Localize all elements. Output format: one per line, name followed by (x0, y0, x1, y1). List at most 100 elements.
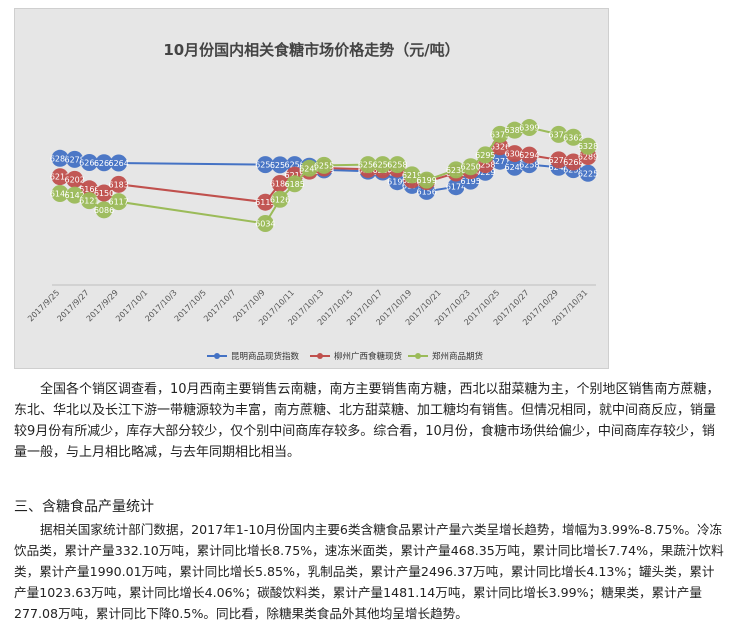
data-point (447, 178, 465, 196)
line-chart: 2017/9/252017/9/272017/9/292017/10/12017… (26, 119, 598, 362)
data-point (286, 175, 304, 193)
data-point (506, 121, 524, 139)
data-label: 6250 (460, 163, 480, 172)
data-point (374, 156, 392, 174)
sugar-food-output-paragraph: 据相关国家统计部门数据，2017年1-10月份国内主要6类含糖食品累计产量六类呈… (14, 522, 724, 621)
data-label: 6117 (108, 198, 128, 207)
data-point (579, 164, 597, 182)
data-point (506, 158, 524, 176)
data-point (520, 119, 538, 137)
legend-marker (214, 353, 220, 359)
data-point (491, 125, 509, 143)
data-point (403, 166, 421, 184)
data-label: 6156 (416, 187, 436, 196)
data-label: 6115 (255, 198, 275, 207)
data-point (256, 156, 274, 174)
legend-marker (317, 353, 323, 359)
data-label: 6258 (284, 161, 304, 170)
data-point (315, 156, 333, 174)
data-label: 6086 (94, 206, 114, 215)
data-label: 6265 (94, 159, 114, 168)
data-point (564, 153, 582, 171)
data-label: 6328 (578, 142, 598, 151)
data-label: 6399 (519, 124, 539, 133)
data-point (550, 125, 568, 143)
data-label: 6258 (372, 161, 392, 170)
data-point (506, 145, 524, 163)
chart-title: 10月份国内相关食糖市场价格走势（元/吨） (163, 41, 460, 59)
data-label: 6258 (475, 161, 495, 170)
data-label: 6258 (358, 161, 378, 170)
data-point (579, 137, 597, 155)
data-point (256, 214, 274, 232)
data-label: 6294 (519, 151, 539, 160)
data-label: 6255 (314, 161, 334, 170)
data-point (95, 184, 113, 202)
data-label: 6300 (504, 150, 524, 159)
data-point (462, 158, 480, 176)
data-point (66, 150, 84, 168)
data-label: 6264 (108, 159, 128, 168)
data-point (110, 154, 128, 172)
data-point (256, 193, 274, 211)
data-label: 6148 (50, 190, 70, 199)
data-point (271, 175, 289, 193)
data-label: 6199 (416, 176, 436, 185)
data-point (564, 128, 582, 146)
chart-card: 10月份国内相关食糖市场价格走势（元/吨） 2017/9/25 2017/9/27… (14, 8, 609, 369)
data-label: 6195 (460, 177, 480, 186)
data-point (51, 185, 69, 203)
data-label: 6174 (446, 183, 466, 192)
data-label: 6193 (387, 178, 407, 187)
data-label: 6212 (50, 173, 70, 182)
legend-label: 柳州广西食糖现货 (334, 351, 403, 362)
legend-label: 昆明商品现货指数 (231, 351, 300, 362)
data-label: 6257 (270, 161, 290, 170)
data-label: 6271 (490, 157, 510, 166)
data-point (491, 138, 509, 156)
data-point (110, 175, 128, 193)
data-point (388, 156, 406, 174)
data-label: 6373 (548, 130, 568, 139)
data-label: 6278 (64, 155, 84, 164)
data-point (300, 159, 318, 177)
data-label: 6248 (504, 163, 524, 172)
data-label: 6326 (490, 143, 510, 152)
data-label: 6258 (255, 161, 275, 170)
data-label: 6225 (578, 169, 598, 178)
data-label: 6126 (270, 195, 290, 204)
data-label: 6362 (563, 133, 583, 142)
data-point (447, 161, 465, 179)
data-point (110, 193, 128, 211)
data-label: 6268 (563, 158, 583, 167)
data-label: 6142 (64, 191, 84, 200)
data-point (80, 154, 98, 172)
data-label: 6289 (578, 152, 598, 161)
data-point (51, 168, 69, 186)
data-label: 6282 (50, 154, 70, 163)
data-point (476, 146, 494, 164)
data-label: 6295 (475, 151, 495, 160)
data-label: 6121 (79, 197, 99, 206)
data-label: 6276 (548, 156, 568, 165)
data-point (520, 146, 538, 164)
data-point (66, 186, 84, 204)
data-label: 6166 (79, 185, 99, 194)
data-point (271, 190, 289, 208)
data-point (359, 156, 377, 174)
data-point (95, 201, 113, 219)
data-point (51, 149, 69, 167)
data-label: 6266 (79, 159, 99, 168)
data-label: 6389 (504, 126, 524, 135)
data-point (80, 192, 98, 210)
data-label: 6258 (519, 161, 539, 170)
data-point (66, 170, 84, 188)
market-survey-paragraph: 全国各个销区调查看，10月西南主要销售云南糖，南方主要销售南方糖，西北以甜菜糖为… (14, 382, 720, 460)
section-title: 三、含糖食品产量统计 (14, 499, 154, 515)
data-label: 6244 (299, 164, 319, 173)
data-label: 6202 (64, 175, 84, 184)
data-label: 6150 (94, 189, 114, 198)
data-point (80, 180, 98, 198)
data-point (95, 154, 113, 172)
data-label: 6373 (490, 130, 510, 139)
